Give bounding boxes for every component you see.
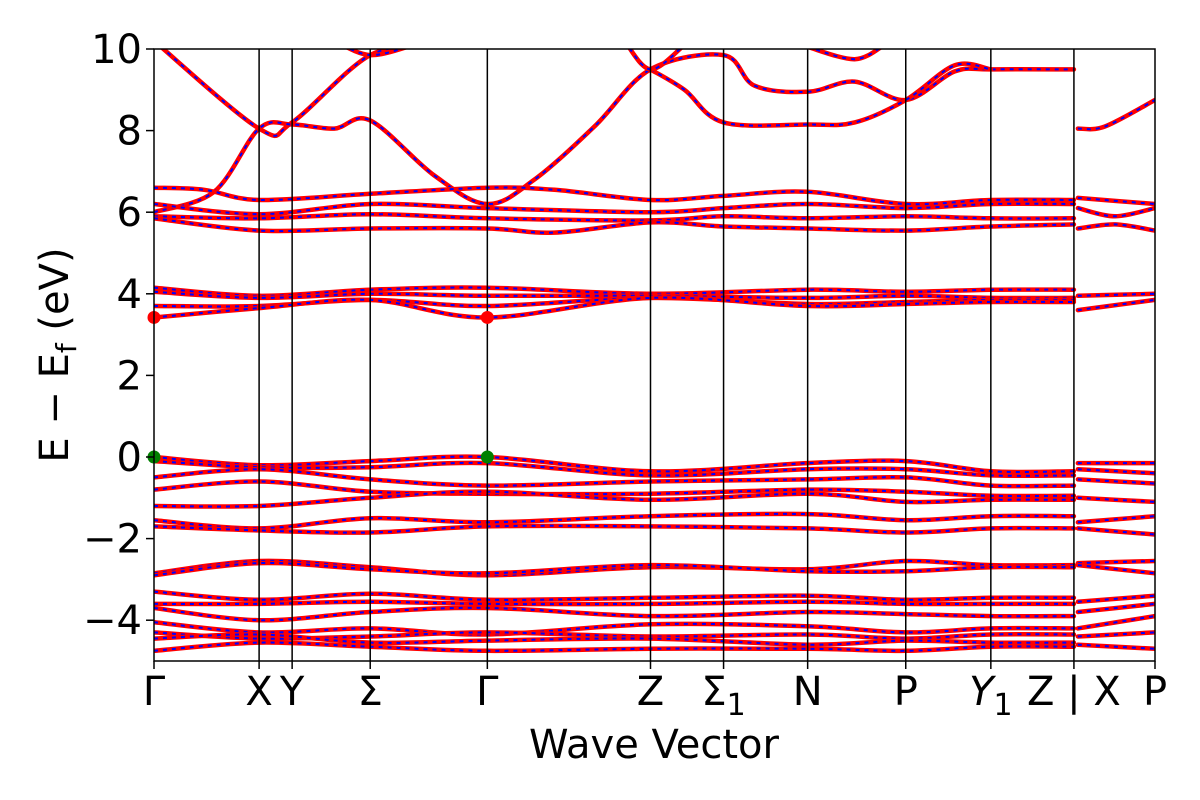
y-tick-label-0: 10 [91,27,142,73]
band-dash-33 [154,559,1074,577]
x-tick-label-10: Z | X [1027,669,1121,715]
y-tick-label-3: 4 [117,272,142,318]
band-line-42 [154,632,1077,647]
band-dash-35 [1077,560,1155,565]
band-line-40 [154,619,1077,637]
band-dash-47 [1077,631,1155,638]
band-dash-13 [1077,223,1155,232]
band-dash-12 [1077,207,1155,218]
band-dash-8 [154,202,1074,216]
band-dash-17 [154,296,1074,319]
x-tick-label-3: Σ [358,669,383,715]
band-dash-46 [1077,615,1155,630]
plot-frame [153,48,1156,662]
y-axis-label-sub: f [50,342,83,353]
band-line-37 [154,589,1077,603]
band-dash-44 [1077,594,1155,603]
x-tick-label-2: Y [279,669,305,715]
x-axis-label: Wave Vector [529,722,780,768]
highlight-point-3 [480,450,494,464]
y-tick-label-6: −2 [83,517,142,563]
y-tick-label-2: 6 [117,190,142,236]
y-tick-label-7: −4 [83,598,142,644]
y-tick-label-5: 0 [117,435,142,481]
y-tick-label-1: 8 [117,109,142,155]
x-tick-label-8: P [894,669,918,715]
band-dash-5 [810,49,881,61]
x-tick-label-6: Σ1 [701,669,745,723]
band-line-26 [154,523,1077,535]
y-tick-label-4: 2 [117,353,142,399]
band-line-10 [154,216,1077,235]
band-dash-45 [1077,602,1155,613]
band-line-22 [154,466,1077,489]
y-axis-label-main: E − E [32,353,78,463]
band-dash-32 [1077,527,1155,536]
x-tick-label-7: N [793,669,823,715]
band-dash-18 [1077,292,1155,297]
x-tick-label-4: Γ [476,669,499,715]
y-axis-ticks: 10 8 6 4 2 0 −2 −4 [83,27,154,644]
band-dash-11 [1077,196,1155,205]
x-axis-ticks: Γ X Y Σ Γ Z Σ1 N P Y1 Z | X P [143,661,1167,723]
band-line-34 [154,560,1077,578]
band-dash-48 [1077,643,1155,650]
x-tick-label-11: P [1143,669,1167,715]
x-tick-label-9: Y1 [969,669,1013,723]
band-dash-19 [1077,298,1155,312]
band-lines [154,49,1155,654]
x-tick-label-0: Γ [143,669,166,715]
y-axis-label-tail: (eV) [32,247,78,343]
highlight-point-1 [480,310,494,324]
band-dash-6 [1077,99,1155,131]
kpoint-lines [258,49,1075,661]
band-line-38 [154,599,1077,607]
band-line-24 [154,489,1077,509]
band-dash-28 [1077,468,1155,475]
x-tick-label-5: Z [637,669,664,715]
band-line-21 [154,458,1077,479]
band-line-39 [154,605,1077,623]
band-dash-20 [154,455,1074,474]
band-dash-31 [1077,515,1155,524]
band-dash-3 [649,62,991,127]
band-dash-30 [1077,496,1155,503]
band-line-23 [154,479,1077,499]
band-dash-7 [154,186,1074,206]
band-dash-29 [1077,478,1155,485]
x-tick-label-1: X [245,669,272,715]
y-axis-label: E − Ef (eV) [32,247,83,462]
band-line-25 [154,511,1077,531]
band-dash-36 [1077,564,1155,575]
band-line-43 [154,640,1077,654]
band-dash-9 [154,213,1074,222]
